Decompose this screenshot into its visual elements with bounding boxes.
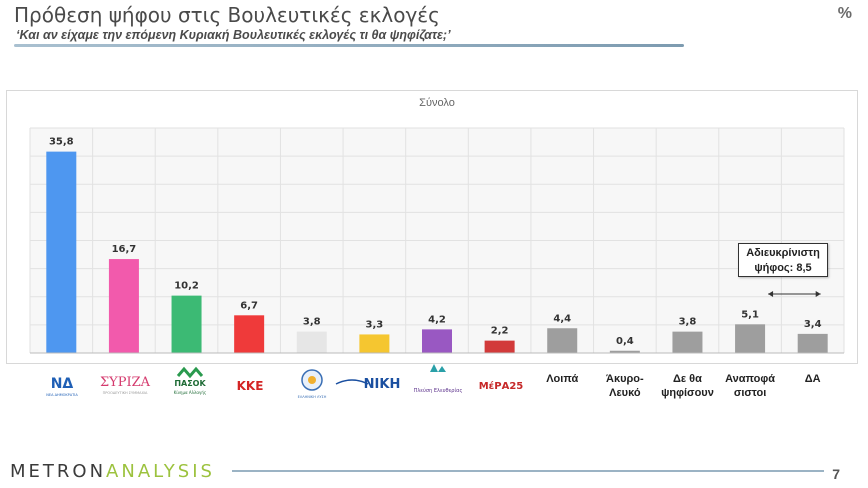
category-label-10: ψηφίσουν [661, 387, 714, 399]
bar-5 [359, 334, 390, 353]
annotation-arrow-right-icon [815, 291, 821, 297]
brand-part-1: METRON [10, 461, 107, 482]
chart-title: Σύνολο [419, 97, 455, 109]
bar-1 [108, 259, 139, 353]
data-label-12: 3,4 [804, 319, 822, 330]
footer-divider [232, 470, 824, 472]
page-subtitle: ‘Και αν είχαμε την επόμενη Κυριακή Βουλε… [16, 28, 451, 42]
page-number: 7 [832, 466, 840, 482]
data-label-5: 3,3 [366, 319, 384, 330]
brand-part-2: ANALYSIS [106, 461, 215, 482]
data-label-9: 0,4 [616, 336, 634, 347]
annotation-line-2: ψήφος: 8,5 [754, 262, 812, 274]
undecided-annotation-box: Αδιευκρίνιστη ψήφος: 8,5 [738, 243, 828, 277]
bar-11 [735, 324, 766, 353]
bar-3 [234, 315, 265, 353]
category-label-9: Λευκό [609, 387, 641, 399]
annotation-arrow-left-icon [768, 291, 774, 297]
data-label-2: 10,2 [174, 281, 199, 292]
bar-2 [171, 295, 202, 353]
data-label-1: 16,7 [112, 244, 137, 255]
category-label-10: Δε θα [673, 373, 702, 385]
category-label-11: Αναποφά [725, 373, 775, 385]
brand-logo: METRONANALYSIS [10, 461, 215, 482]
data-label-6: 4,2 [428, 314, 446, 325]
category-label-11: σιστοι [734, 387, 766, 399]
data-label-11: 5,1 [741, 309, 759, 320]
category-label-8: Λοιπά [546, 373, 578, 385]
bar-8 [547, 328, 578, 353]
bar-12 [797, 333, 828, 353]
category-label-12: ΔΑ [805, 373, 821, 385]
data-label-0: 35,8 [49, 137, 74, 148]
bar-10 [672, 331, 703, 353]
bar-9 [609, 350, 640, 353]
data-label-8: 4,4 [553, 313, 571, 324]
unit-label: % [837, 5, 852, 22]
data-label-10: 3,8 [679, 317, 697, 328]
title-divider [14, 44, 684, 47]
bar-7 [484, 340, 515, 353]
bar-4 [296, 331, 327, 353]
data-label-4: 3,8 [303, 317, 321, 328]
data-label-7: 2,2 [491, 326, 509, 337]
category-label-9: Άκυρο- [606, 373, 644, 385]
page-title: Πρόθεση ψήφου στις Βουλευτικές εκλογές [14, 3, 440, 27]
annotation-line-1: Αδιευκρίνιστη [746, 247, 820, 259]
bar-0 [46, 151, 77, 353]
bar-6 [422, 329, 452, 353]
data-label-3: 6,7 [240, 300, 258, 311]
